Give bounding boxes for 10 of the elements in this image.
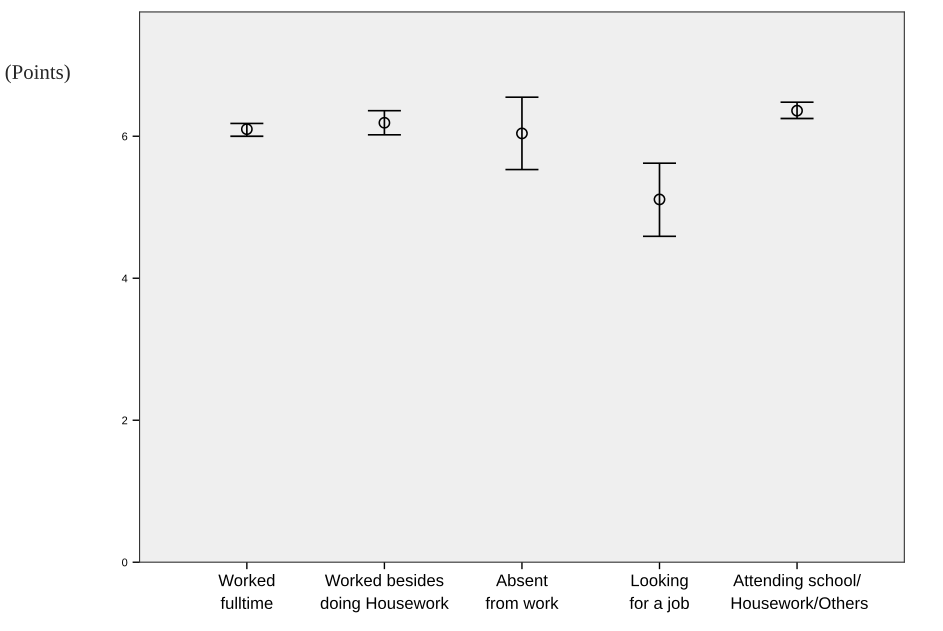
x-tick-label: Worked fulltime [218, 574, 274, 610]
x-tick-label: Worked besides doing Housework [320, 574, 449, 612]
y-tick-label: 0 [122, 558, 128, 566]
x-tick-label: Attending school/ Housework/Others [732, 574, 868, 610]
x-tick-label: Absent from work [486, 574, 559, 610]
y-tick-label: 4 [122, 274, 128, 282]
x-tick-label: Looking for a job [630, 574, 689, 612]
y-tick-label: 6 [122, 132, 128, 140]
y-axis-title: (Points) [6, 64, 70, 84]
y-tick-label: 2 [122, 416, 128, 424]
